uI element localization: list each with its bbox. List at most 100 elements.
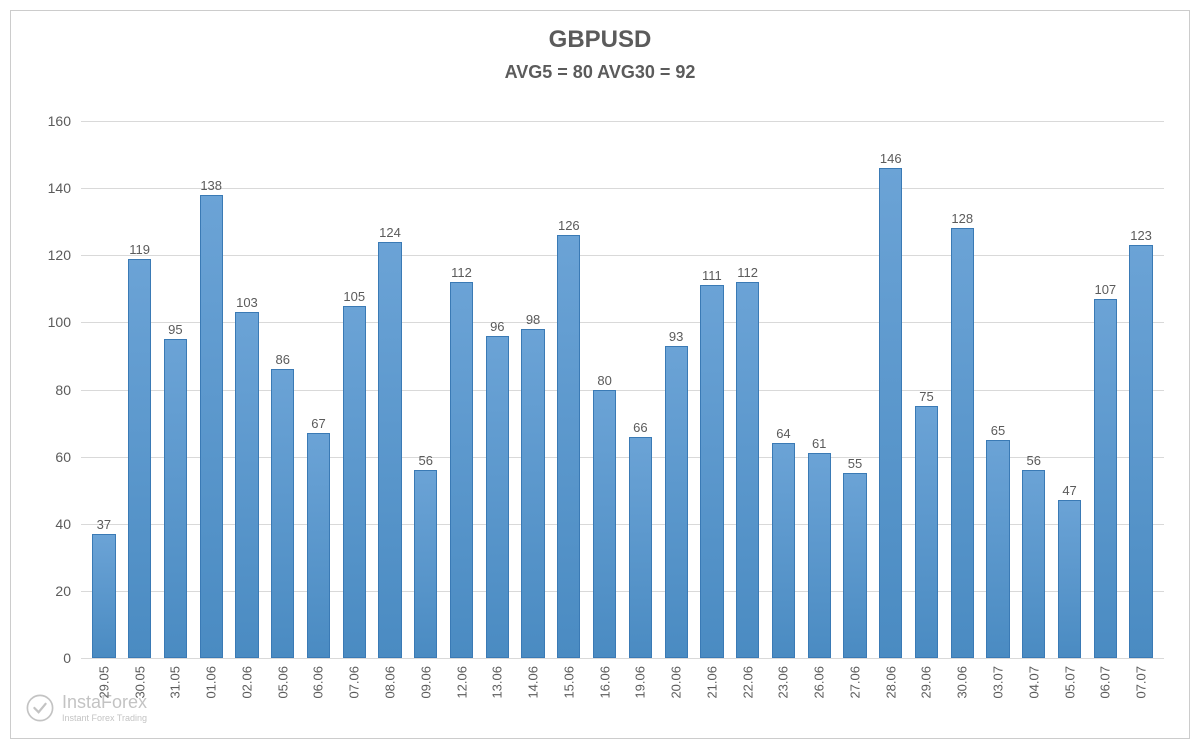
bar-value-label: 138 — [200, 178, 222, 193]
x-axis-label: 01.06 — [204, 666, 219, 699]
bar: 37 — [92, 534, 115, 658]
x-axis-label: 20.06 — [669, 666, 684, 699]
x-axis-label: 05.07 — [1062, 666, 1077, 699]
chart-subtitle: AVG5 = 80 AVG30 = 92 — [11, 62, 1189, 83]
bar-wrapper: 9613.06 — [479, 121, 515, 658]
bar-wrapper: 6503.07 — [980, 121, 1016, 658]
bar: 56 — [1022, 470, 1045, 658]
bar: 61 — [808, 453, 831, 658]
bar: 146 — [879, 168, 902, 658]
bar-value-label: 111 — [702, 268, 722, 283]
bar: 98 — [521, 329, 544, 658]
bar-wrapper: 7529.06 — [909, 121, 945, 658]
bar-wrapper: 9531.05 — [158, 121, 194, 658]
bar-wrapper: 6619.06 — [622, 121, 658, 658]
bar-wrapper: 11212.06 — [444, 121, 480, 658]
y-axis-label: 20 — [55, 583, 71, 599]
bar: 64 — [772, 443, 795, 658]
bar-wrapper: 14628.06 — [873, 121, 909, 658]
x-axis-label: 19.06 — [633, 666, 648, 699]
bar-value-label: 93 — [669, 329, 683, 344]
bar-wrapper: 11222.06 — [730, 121, 766, 658]
y-axis-label: 120 — [48, 247, 71, 263]
bar-value-label: 124 — [379, 225, 401, 240]
y-axis-label: 140 — [48, 180, 71, 196]
bar: 66 — [629, 437, 652, 659]
x-axis-label: 07.07 — [1134, 666, 1149, 699]
watermark-text: InstaForex Instant Forex Trading — [62, 692, 147, 723]
bar-wrapper: 10507.06 — [336, 121, 372, 658]
bar: 86 — [271, 369, 294, 658]
bar-wrapper: 12307.07 — [1123, 121, 1159, 658]
x-axis-label: 03.07 — [991, 666, 1006, 699]
bar-value-label: 98 — [526, 312, 540, 327]
chart-container: GBPUSD AVG5 = 80 AVG30 = 92 0 20 40 60 80 100… — [10, 10, 1190, 739]
bar-value-label: 107 — [1094, 282, 1116, 297]
y-axis-label: 0 — [63, 650, 71, 666]
x-axis-label: 30.06 — [955, 666, 970, 699]
x-axis-label: 05.06 — [275, 666, 290, 699]
y-axis-label: 100 — [48, 314, 71, 330]
bar-value-label: 61 — [812, 436, 826, 451]
bar: 128 — [951, 228, 974, 658]
bar: 56 — [414, 470, 437, 658]
bar: 111 — [700, 285, 723, 658]
y-axis-label: 80 — [55, 382, 71, 398]
bar-wrapper: 13801.06 — [193, 121, 229, 658]
bar-wrapper: 9320.06 — [658, 121, 694, 658]
bar: 80 — [593, 390, 616, 659]
grid-line — [81, 658, 1164, 659]
bar-wrapper: 11121.06 — [694, 121, 730, 658]
y-axis-label: 40 — [55, 516, 71, 532]
x-axis-label: 22.06 — [740, 666, 755, 699]
bar-wrapper: 12615.06 — [551, 121, 587, 658]
bar-wrapper: 6126.06 — [801, 121, 837, 658]
bar-value-label: 86 — [275, 352, 289, 367]
x-axis-label: 29.06 — [919, 666, 934, 699]
bar: 138 — [200, 195, 223, 658]
x-axis-label: 27.06 — [847, 666, 862, 699]
watermark-icon — [26, 694, 54, 722]
bar: 47 — [1058, 500, 1081, 658]
y-axis-label: 160 — [48, 113, 71, 129]
bar: 93 — [665, 346, 688, 658]
x-axis-label: 26.06 — [812, 666, 827, 699]
bar-value-label: 103 — [236, 295, 258, 310]
bar-value-label: 67 — [311, 416, 325, 431]
x-axis-label: 13.06 — [490, 666, 505, 699]
bar-value-label: 56 — [1027, 453, 1041, 468]
bar-value-label: 95 — [168, 322, 182, 337]
bar-value-label: 56 — [419, 453, 433, 468]
bar: 75 — [915, 406, 938, 658]
bar-wrapper: 6423.06 — [766, 121, 802, 658]
bar: 124 — [378, 242, 401, 658]
bar-value-label: 105 — [343, 289, 365, 304]
bar-value-label: 80 — [597, 373, 611, 388]
bar-wrapper: 5604.07 — [1016, 121, 1052, 658]
watermark: InstaForex Instant Forex Trading — [26, 692, 147, 723]
bar-value-label: 66 — [633, 420, 647, 435]
bar-value-label: 96 — [490, 319, 504, 334]
x-axis-label: 06.07 — [1098, 666, 1113, 699]
x-axis-label: 04.07 — [1026, 666, 1041, 699]
bar: 96 — [486, 336, 509, 658]
bar-wrapper: 5527.06 — [837, 121, 873, 658]
bar-value-label: 146 — [880, 151, 902, 166]
bar-wrapper: 10302.06 — [229, 121, 265, 658]
x-axis-label: 06.06 — [311, 666, 326, 699]
bar: 126 — [557, 235, 580, 658]
bar: 123 — [1129, 245, 1152, 658]
bar-value-label: 64 — [776, 426, 790, 441]
x-axis-label: 21.06 — [704, 666, 719, 699]
bars-container: 3729.0511930.059531.0513801.0610302.0686… — [81, 121, 1164, 658]
bar-value-label: 119 — [129, 242, 150, 257]
bar-wrapper: 4705.07 — [1052, 121, 1088, 658]
x-axis-label: 02.06 — [239, 666, 254, 699]
chart-title: GBPUSD — [11, 26, 1189, 54]
bar: 55 — [843, 473, 866, 658]
bar-value-label: 112 — [451, 265, 472, 280]
x-axis-label: 23.06 — [776, 666, 791, 699]
bar-value-label: 123 — [1130, 228, 1152, 243]
y-axis-label: 60 — [55, 449, 71, 465]
bar-wrapper: 11930.05 — [122, 121, 158, 658]
